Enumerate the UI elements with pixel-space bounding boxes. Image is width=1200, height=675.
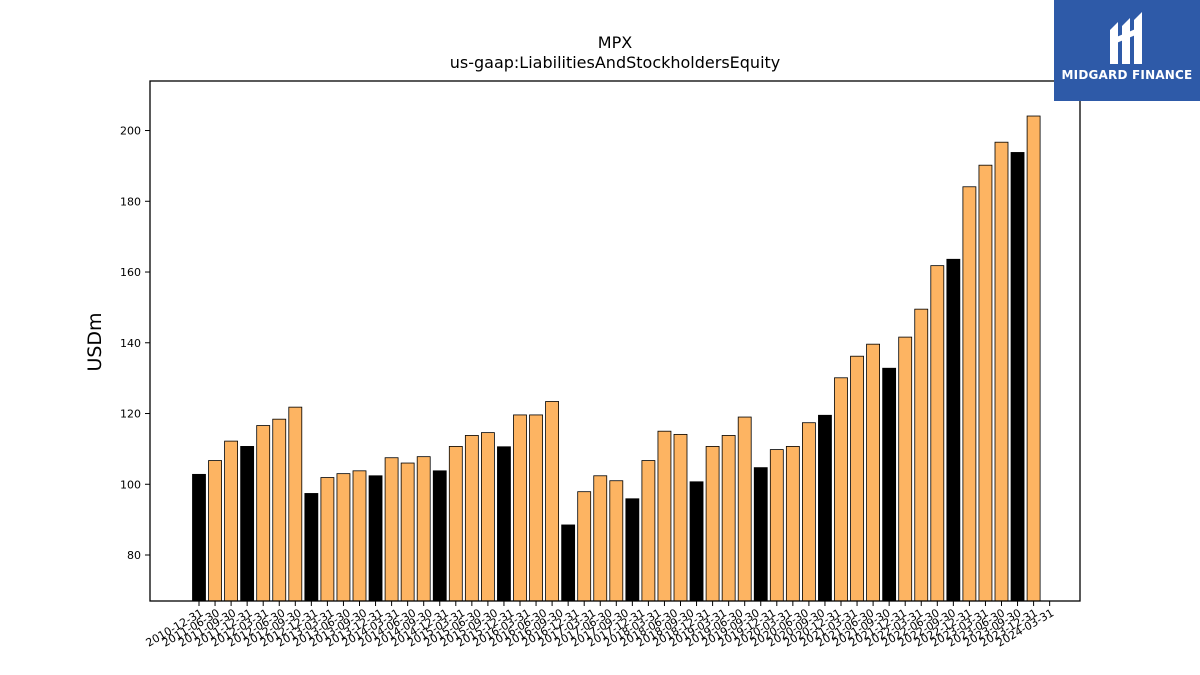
bar-2011-12-31	[256, 425, 271, 602]
bar-2019-06-30	[737, 416, 752, 602]
y-ticks-group: 80 100 120 140 160 180 200	[120, 125, 150, 562]
y-tick-label: 200	[120, 125, 141, 138]
bar-2015-06-30	[480, 432, 495, 602]
bar-2019-03-31	[721, 435, 736, 602]
bar-2017-09-30	[625, 498, 640, 602]
y-tick-label: 120	[120, 408, 141, 421]
bar-2014-03-31	[400, 462, 415, 602]
bar-2011-03-31	[208, 460, 222, 602]
bar-2022-03-31	[914, 308, 929, 602]
bar-2017-12-31	[641, 460, 656, 602]
bar-2016-09-30	[561, 524, 576, 602]
bar-2021-06-30	[866, 343, 880, 602]
bar-2019-12-31	[769, 449, 784, 602]
logo-text: MIDGARD FINANCE	[1061, 68, 1193, 82]
bar-2010-12-31	[192, 473, 206, 602]
brand-logo: MIDGARD FINANCE	[1054, 0, 1200, 101]
plot-frame	[149, 80, 1081, 602]
bar-2015-03-31	[464, 435, 479, 602]
bar-2023-12-31	[1026, 115, 1041, 602]
y-tick-label: 80	[127, 549, 141, 562]
bar-2014-12-31	[448, 446, 463, 602]
bar-2020-06-30	[802, 422, 816, 602]
y-tick-label: 180	[120, 195, 141, 208]
chart-subtitle: us-gaap:LiabilitiesAndStockholdersEquity	[450, 53, 781, 72]
chart-title: MPX	[598, 33, 632, 52]
bar-2013-12-31	[384, 457, 399, 602]
bar-2018-06-30	[673, 433, 688, 602]
bar-2012-12-31	[320, 477, 335, 602]
bar-2012-03-31	[272, 418, 287, 602]
bar-2015-12-31	[513, 414, 527, 602]
bar-2017-03-31	[593, 475, 608, 602]
y-tick-label: 160	[120, 266, 141, 279]
bar-2011-06-30	[224, 440, 239, 602]
bar-2011-09-30	[240, 446, 255, 602]
bar-2012-09-30	[304, 493, 319, 602]
bar-2016-06-30	[545, 401, 559, 602]
bars-group	[192, 115, 1041, 602]
bar-2013-09-30	[368, 475, 383, 602]
bar-2021-09-30	[882, 367, 897, 602]
bar-2023-06-30	[994, 141, 1009, 602]
bar-2017-06-30	[609, 480, 624, 602]
bar-2015-09-30	[497, 446, 511, 602]
bar-2023-03-31	[978, 164, 993, 602]
bar-2012-06-30	[288, 406, 303, 602]
bar-2016-03-31	[529, 414, 543, 602]
bar-2019-09-30	[753, 467, 768, 602]
bar-2020-12-31	[834, 377, 848, 602]
bar-2022-12-31	[962, 186, 977, 602]
y-axis-label: USDm	[84, 312, 106, 371]
bar-2021-03-31	[850, 355, 864, 602]
bar-2013-03-31	[336, 473, 351, 602]
bar-2021-12-31	[898, 336, 913, 602]
bar-2018-03-31	[657, 430, 672, 602]
bar-2014-09-30	[432, 470, 447, 602]
bar-2022-06-30	[930, 265, 945, 602]
y-tick-label: 100	[120, 478, 141, 491]
bar-2020-03-31	[785, 446, 800, 602]
bar-2022-09-30	[946, 258, 961, 602]
bar-2020-09-30	[818, 414, 832, 602]
bar-2018-09-30	[689, 481, 704, 602]
x-ticks-group: 2010-12-312011-06-302011-09-302011-12-31…	[144, 601, 1056, 650]
bar-2018-12-31	[705, 446, 720, 602]
bar-2013-06-30	[352, 470, 367, 602]
y-tick-label: 140	[120, 337, 141, 350]
bar-2014-06-30	[416, 456, 431, 602]
logo-mark-icon	[1110, 12, 1142, 64]
bar-2023-09-30	[1010, 152, 1025, 602]
bar-2016-12-31	[577, 491, 592, 602]
